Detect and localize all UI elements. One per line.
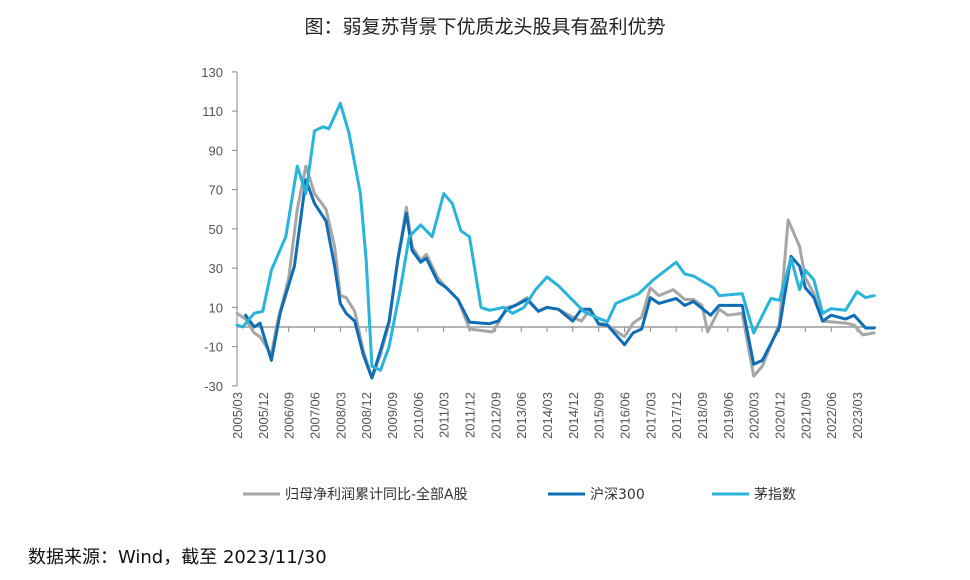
series-line-1 <box>244 178 876 380</box>
legend-label-0: 归母净利润累计同比-全部A股 <box>285 486 468 503</box>
x-tick-label: 2021/09 <box>798 392 813 439</box>
x-tick-label: 2022/06 <box>824 392 839 439</box>
x-tick-label: 2013/06 <box>514 392 529 439</box>
y-tick-label: -10 <box>204 340 223 355</box>
x-tick-label: 2015/09 <box>592 392 607 439</box>
y-tick-label: 30 <box>209 261 223 276</box>
x-tick-label: 2017/12 <box>669 392 684 439</box>
y-tick-label: 110 <box>202 104 223 119</box>
x-tick-label: 2016/06 <box>618 392 633 439</box>
series-line-0 <box>235 164 876 380</box>
x-tick-label: 2012/09 <box>488 392 503 439</box>
x-tick-label: 2014/03 <box>540 392 555 439</box>
y-tick-label: 90 <box>209 143 223 158</box>
x-tick-label: 2007/06 <box>308 392 323 439</box>
x-tick-label: 2010/06 <box>411 392 426 439</box>
y-tick-label: 130 <box>201 65 223 80</box>
y-tick-label: 70 <box>209 183 223 198</box>
x-tick-label: 2023/03 <box>850 392 865 439</box>
x-tick-label: 2009/09 <box>385 392 400 439</box>
x-tick-label: 2011/03 <box>437 392 452 438</box>
series-line-2 <box>235 101 876 372</box>
x-tick-label: 2008/03 <box>333 392 348 439</box>
x-tick-label: 2008/12 <box>359 392 374 439</box>
x-tick-label: 2005/03 <box>230 392 245 439</box>
x-tick-label: 2019/06 <box>721 392 736 439</box>
y-tick-label: 50 <box>209 222 223 237</box>
x-tick-label: 2018/09 <box>695 392 710 439</box>
x-tick-label: 2011/12 <box>463 392 478 438</box>
legend-label-1: 沪深300 <box>590 487 645 503</box>
y-tick-label: 10 <box>209 300 223 315</box>
x-tick-label: 2014/12 <box>566 392 581 439</box>
y-tick-label: -30 <box>204 379 223 394</box>
x-tick-label: 2020/12 <box>773 392 788 439</box>
x-tick-label: 2006/09 <box>282 392 297 439</box>
legend-label-2: 茅指数 <box>754 487 796 503</box>
chart-title: 图：弱复苏背景下优质龙头股具有盈利优势 <box>304 16 666 38</box>
line-chart: 130 110 90 70 50 30 10 -10 -30 2005/03 2005/12 2006… <box>201 65 877 503</box>
x-tick-label: 2017/03 <box>643 392 658 439</box>
x-tick-label: 2020/03 <box>747 392 762 439</box>
data-source-note: 数据来源：Wind，截至 2023/11/30 <box>28 547 327 568</box>
x-tick-label: 2005/12 <box>256 392 271 439</box>
